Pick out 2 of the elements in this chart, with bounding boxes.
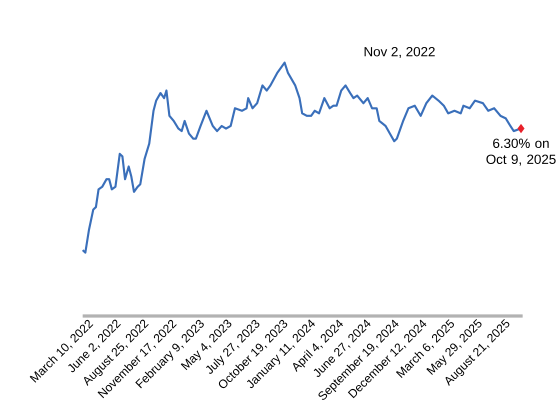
text: Nov 2, 2022 [364, 46, 435, 58]
annotation: 6.30% on Oct 9, 2025 [486, 138, 556, 166]
